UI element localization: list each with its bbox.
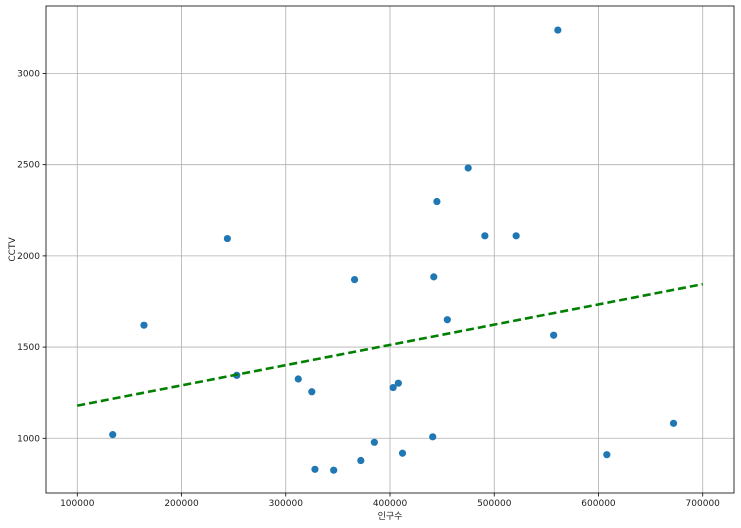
y-axis: 1000 1500 2000 2500 3000 (17, 69, 46, 444)
y-tick-label: 2000 (17, 252, 40, 262)
x-tick-label: 300000 (269, 499, 304, 509)
x-tick-label: 700000 (686, 499, 721, 509)
data-point (394, 379, 402, 387)
data-point (481, 232, 489, 240)
data-point (389, 383, 397, 392)
x-axis: 100000 200000 300000 400000 500000 600000 7000… (60, 493, 720, 509)
data-point (294, 375, 302, 383)
data-point (311, 465, 319, 473)
data-point (430, 273, 438, 281)
y-axis-label: CCTV (8, 237, 18, 262)
x-tick-label: 600000 (581, 499, 616, 509)
data-point (669, 419, 678, 427)
data-point (357, 456, 365, 465)
x-tick-label: 100000 (60, 499, 95, 509)
data-point (443, 316, 451, 324)
y-tick-label: 3000 (17, 69, 40, 79)
data-point (433, 197, 441, 206)
data-point (350, 275, 359, 284)
y-tick-label: 1000 (17, 434, 40, 444)
x-axis-label: 인구수 (378, 511, 403, 522)
data-point (464, 164, 472, 172)
grid-lines (46, 6, 734, 493)
trend-line (77, 282, 703, 407)
y-tick-label: 2500 (17, 161, 40, 171)
data-point (554, 26, 562, 34)
data-point (398, 449, 407, 457)
data-point (330, 466, 338, 474)
x-tick-label: 400000 (373, 499, 408, 509)
data-point (429, 433, 437, 441)
y-tick-label: 1500 (17, 343, 40, 353)
data-point (512, 232, 520, 240)
data-point (370, 438, 378, 446)
x-tick-label: 200000 (164, 499, 199, 509)
data-point (223, 234, 231, 243)
data-points (109, 26, 678, 474)
x-tick-label: 500000 (477, 499, 512, 509)
data-point (140, 321, 148, 329)
data-point (308, 388, 316, 396)
data-point (550, 331, 558, 339)
data-point (603, 451, 611, 459)
data-point (109, 431, 117, 439)
